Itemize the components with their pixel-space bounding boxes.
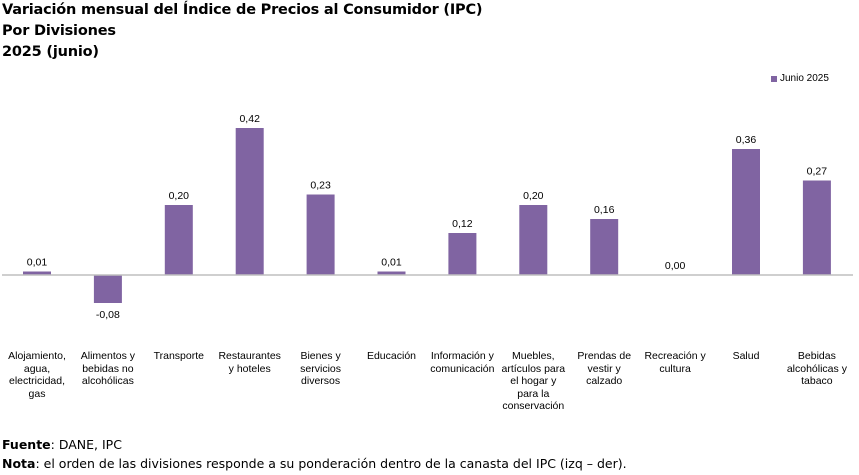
bar [306, 194, 335, 275]
bar [802, 180, 831, 275]
data-labels-group: 0,01 -0,08 0,20 0,42 0,23 0,01 0,12 0,20 0,16 0,0… [27, 113, 827, 321]
data-label: 0,27 [807, 166, 828, 178]
data-label: 0,20 [169, 190, 190, 202]
legend: Junio 2025 [771, 73, 829, 84]
category-label: Recreación y cultura [644, 350, 706, 375]
source-text: : DANE, IPC [50, 437, 122, 452]
data-label: 0,16 [594, 204, 615, 216]
category-label: Salud [732, 350, 760, 362]
data-label: 0,36 [736, 134, 757, 146]
bar [23, 271, 51, 275]
bar [377, 271, 406, 275]
category-label: Alimentos y bebidas no alcohólicas [80, 350, 136, 387]
bar [732, 149, 760, 275]
note-text: : el orden de las divisiones responde a … [35, 456, 627, 471]
data-label: 0,01 [27, 257, 48, 269]
data-label: 0,00 [665, 260, 686, 272]
category-label: Educación [366, 350, 417, 362]
source-line: Fuente: DANE, IPC [2, 435, 627, 454]
category-label: Bienes y servicios diversos [300, 350, 342, 387]
bar [590, 219, 619, 275]
data-label: 0,01 [381, 257, 402, 269]
chart-title: Variación mensual del Índice de Precios … [2, 2, 483, 18]
data-label: 0,20 [523, 190, 544, 202]
data-label: 0,42 [239, 113, 260, 125]
legend-label: Junio 2025 [780, 73, 829, 84]
bar [519, 205, 548, 275]
chart-title-block: Variación mensual del Índice de Precios … [2, 0, 483, 63]
category-label: Restaurantes y hoteles [218, 350, 281, 375]
bar [93, 275, 122, 303]
legend-swatch [771, 75, 777, 82]
data-label: 0,23 [310, 180, 331, 192]
category-label: Muebles, artículos para el hogar y para la c… [501, 350, 566, 412]
data-label: -0,08 [96, 309, 120, 321]
data-label: 0,12 [452, 218, 473, 230]
category-label: Prendas de vestir y calzado [577, 350, 632, 387]
bar [235, 128, 264, 275]
bars-group [23, 128, 831, 303]
bar [164, 205, 193, 275]
category-label: Bebidas alcohólicas y tabaco [786, 350, 847, 387]
note-line: Nota: el orden de las divisiones respond… [2, 454, 627, 473]
source-label: Fuente [2, 437, 51, 452]
chart-period: 2025 (junio) [2, 44, 99, 60]
note-label: Nota [2, 456, 36, 471]
chart-subtitle: Por Divisiones [2, 23, 116, 39]
category-label: Información y comunicación [430, 350, 495, 375]
footer: Fuente: DANE, IPC Nota: el orden de las … [2, 435, 627, 473]
bar [448, 233, 477, 275]
category-label: Alojamiento, agua, electricidad, gas [8, 350, 66, 400]
category-label: Transporte [153, 350, 204, 362]
